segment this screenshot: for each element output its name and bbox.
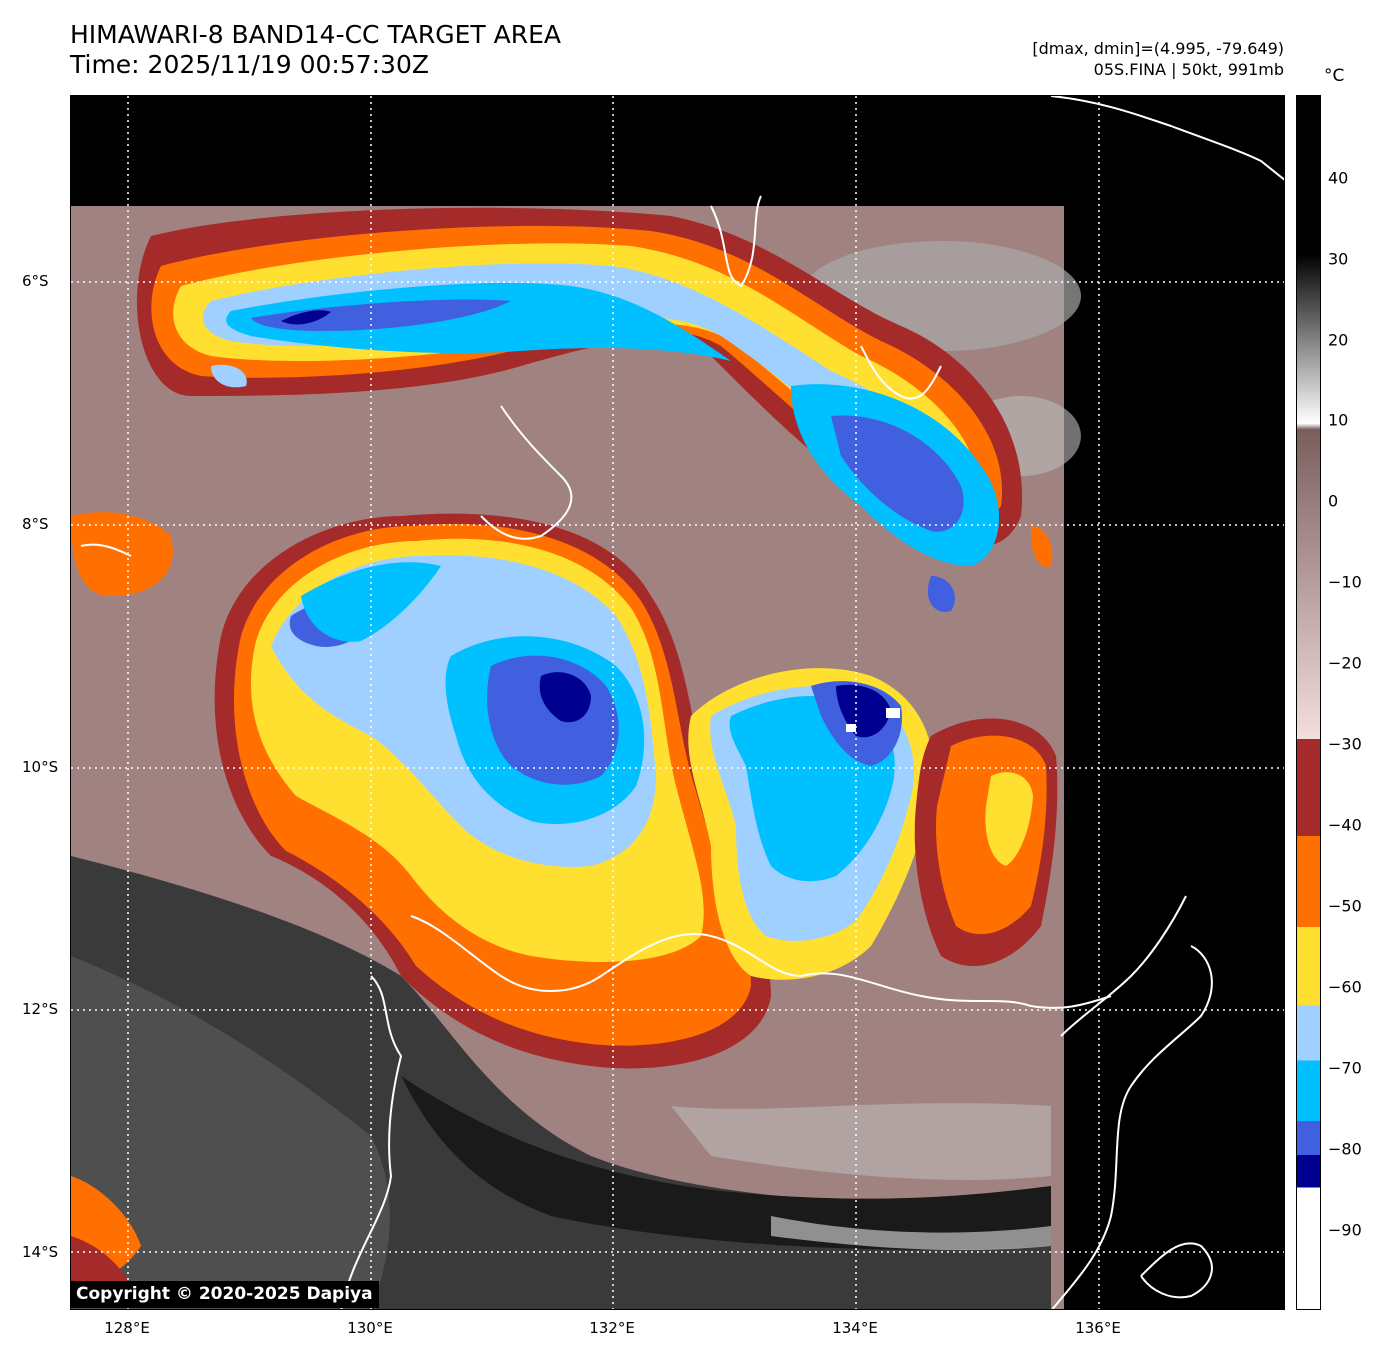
lon-label-128e: 128°E (104, 1319, 150, 1337)
coastlines (80, 96, 1284, 1309)
graticule (71, 96, 1284, 1309)
storm-text: 05S.FINA | 50kt, 991mb (1093, 60, 1284, 79)
colorbar-tick-neg40: −40 (1328, 815, 1362, 835)
title-line-1: HIMAWARI-8 BAND14-CC TARGET AREA (70, 20, 562, 49)
colorbar-tick-neg80: −80 (1328, 1139, 1362, 1159)
storm-info: [dmax, dmin]=(4.995, -79.649) 05S.FINA |… (1032, 38, 1284, 80)
colorbar-tick-neg10: −10 (1328, 572, 1362, 592)
lat-label-12s: 12°S (22, 1000, 59, 1018)
colorbar-tick-40: 40 (1328, 168, 1349, 188)
colorbar-tick-0: 0 (1328, 491, 1339, 511)
lat-label-14s: 14°S (22, 1243, 59, 1261)
lon-label-134e: 134°E (832, 1319, 878, 1337)
lon-label-132e: 132°E (589, 1319, 635, 1337)
colorbar (1296, 95, 1321, 1310)
copyright-label: Copyright © 2020-2025 Dapiya (70, 1281, 379, 1308)
satellite-imagery (71, 96, 1284, 1309)
colorbar-tick-neg20: −20 (1328, 653, 1362, 673)
title-line-2: Time: 2025/11/19 00:57:30Z (70, 50, 429, 79)
lat-label-6s: 6°S (22, 272, 49, 290)
range-text: [dmax, dmin]=(4.995, -79.649) (1032, 39, 1284, 58)
colorbar-tick-neg50: −50 (1328, 896, 1362, 916)
lon-label-136e: 136°E (1075, 1319, 1121, 1337)
colorbar-unit: °C (1324, 66, 1345, 86)
lon-label-130e: 130°E (347, 1319, 393, 1337)
satellite-map (70, 95, 1285, 1310)
colorbar-tick-neg90: −90 (1328, 1220, 1362, 1240)
colorbar-tick-neg30: −30 (1328, 734, 1362, 754)
colorbar-tick-30: 30 (1328, 249, 1349, 269)
colorbar-tick-neg60: −60 (1328, 977, 1362, 997)
figure-title: HIMAWARI-8 BAND14-CC TARGET AREA Time: 2… (70, 20, 561, 80)
colorbar-tick-10: 10 (1328, 410, 1349, 430)
lat-label-10s: 10°S (22, 758, 59, 776)
lat-label-8s: 8°S (22, 515, 49, 533)
colorbar-tick-20: 20 (1328, 330, 1349, 350)
colorbar-tick-neg70: −70 (1328, 1058, 1362, 1078)
